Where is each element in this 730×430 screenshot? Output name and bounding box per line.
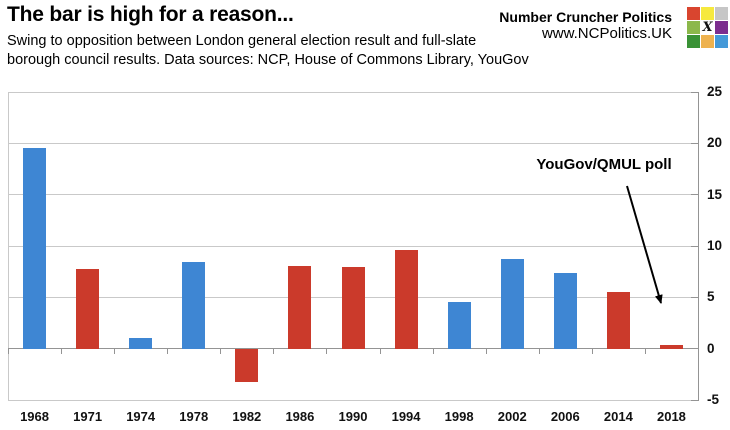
y-axis-label-25: 25 [707,84,723,99]
chart-subtitle: Swing to opposition between London gener… [7,32,529,69]
x-axis-label-1974: 1974 [126,409,156,424]
x-axis-tick-0 [8,348,9,354]
logo-cell-3 [687,21,700,34]
x-axis-tick-7 [379,348,381,354]
bar-2018 [659,344,683,349]
bar-1974 [129,338,153,349]
bar-1994 [394,250,418,349]
subtitle-line-1: Swing to opposition between London gener… [7,33,477,49]
x-axis-tick-12 [644,348,646,354]
gridline-15 [8,194,698,196]
x-axis-tick-3 [167,348,169,354]
y-axis-tick-15 [691,194,698,196]
gridline-25 [8,91,698,93]
x-axis-label-1986: 1986 [285,409,315,424]
logo-cell-5 [715,21,728,34]
logo-cell-6 [687,35,700,48]
y-axis-tick-10 [691,245,698,247]
x-axis-tick-11 [591,348,593,354]
x-axis-tick-2 [114,348,116,354]
x-axis-label-1994: 1994 [391,409,421,424]
x-axis-label-1971: 1971 [73,409,103,424]
bar-1978 [182,262,206,349]
ncp-logo-icon: X [687,7,728,48]
gridline--5 [8,399,698,401]
y-axis-line [698,92,699,401]
x-axis-label-1968: 1968 [20,409,49,424]
y-axis-label-15: 15 [707,186,723,202]
x-axis-label-1990: 1990 [338,409,368,424]
y-axis-tick--5 [691,399,698,401]
x-axis-label-1978: 1978 [179,409,209,424]
logo-cell-1 [701,7,714,20]
y-axis-label-10: 10 [707,238,723,253]
y-axis-label--5: -5 [707,392,720,407]
x-axis-tick-4 [220,348,222,354]
logo-x-glyph: X [702,20,713,35]
y-axis-tick-20 [691,142,698,144]
logo-cell-0 [687,7,700,20]
y-axis-tick-5 [691,296,698,298]
x-axis-tick-9 [485,348,487,354]
bar-1986 [288,265,312,349]
x-axis-tick-5 [273,348,275,354]
x-axis-tick-1 [61,348,63,354]
bar-1998 [447,302,471,349]
plot-left-border [8,92,9,400]
brand-name: Number Cruncher Politics [499,9,672,25]
x-axis-label-2018: 2018 [656,409,686,424]
bar-2006 [553,272,577,349]
x-axis-label-2002: 2002 [497,409,527,424]
x-axis-tick-8 [432,348,434,354]
chart-title: The bar is high for a reason... [7,3,294,26]
subtitle-line-2: borough council results. Data sources: N… [7,51,529,68]
logo-cell-7 [701,35,714,48]
x-axis-tick-13 [698,348,699,354]
x-axis-tick-10 [538,348,540,354]
logo-cell-4: X [701,21,714,34]
y-axis-tick-25 [691,91,698,93]
x-axis-label-2014: 2014 [603,409,633,424]
gridline-10 [8,245,698,247]
y-axis-label-0: 0 [707,340,715,356]
bar-2014 [606,292,630,349]
x-axis-tick-6 [326,348,328,354]
y-axis-label-20: 20 [707,135,723,151]
bar-1982 [235,348,259,382]
bar-1968 [23,148,47,349]
bar-1971 [76,268,100,349]
x-axis-label-1982: 1982 [232,409,262,424]
annotation-label: YouGov/QMUL poll [536,156,672,173]
brand-url: www.NCPolitics.UK [541,25,672,42]
bar-2002 [500,259,524,349]
x-axis-label-1998: 1998 [444,409,474,424]
x-axis-label-2006: 2006 [550,409,580,424]
logo-cell-2 [715,7,728,20]
logo-cell-8 [715,35,728,48]
bar-1990 [341,266,365,349]
x-axis-line [8,348,698,350]
gridline-20 [8,142,698,144]
y-axis-label-5: 5 [707,289,715,305]
brand-block: Number Cruncher Politics www.NCPolitics.… [499,9,672,42]
